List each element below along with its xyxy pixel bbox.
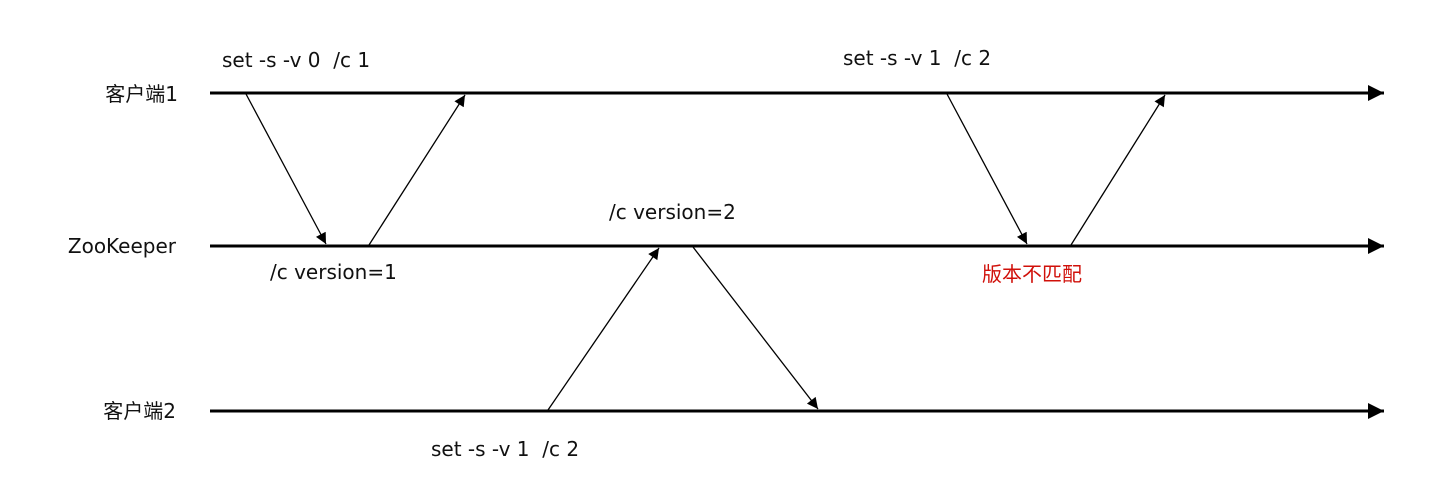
msg-c1-to-zk-first — [245, 93, 327, 245]
msg-c2-to-zk — [547, 247, 660, 411]
msg-zk-to-c1-first — [368, 94, 466, 246]
label-zk-version-2: /c version=2 — [609, 200, 736, 224]
label-zk-mismatch: 版本不匹配 — [982, 262, 1082, 286]
label-zk-version-1: /c version=1 — [270, 260, 397, 284]
label-c1-set-second: set -s -v 1 /c 2 — [843, 46, 991, 70]
msg-zk-to-c1-second — [1070, 94, 1166, 246]
label-c2-set: set -s -v 1 /c 2 — [431, 437, 579, 461]
lane-label-zookeeper: ZooKeeper — [68, 234, 177, 258]
label-c1-set-first: set -s -v 0 /c 1 — [222, 48, 370, 72]
msg-c1-to-zk-second — [946, 93, 1028, 245]
lane-label-client2: 客户端2 — [103, 399, 176, 423]
msg-zk-to-c2 — [692, 246, 819, 410]
lane-label-client1: 客户端1 — [105, 82, 178, 106]
